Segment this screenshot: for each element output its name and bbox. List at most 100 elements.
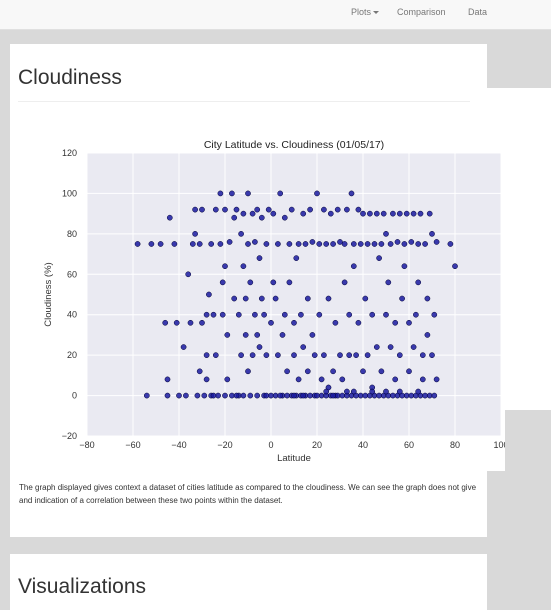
scatter-point xyxy=(362,295,369,302)
scatter-point xyxy=(291,319,297,326)
scatter-point xyxy=(192,231,198,237)
scatter-point xyxy=(406,368,412,375)
scatter-point xyxy=(339,376,346,383)
scatter-point xyxy=(300,344,307,350)
scatter-point xyxy=(242,295,249,302)
scatter-point xyxy=(355,206,362,213)
scatter-point xyxy=(419,352,426,358)
scatter-point xyxy=(231,295,238,302)
scatter-point xyxy=(258,295,265,302)
y-tick-label: 20 xyxy=(67,350,77,360)
section-title-visualizations: Visualizations xyxy=(18,575,147,598)
scatter-point xyxy=(390,210,396,217)
scatter-point xyxy=(295,376,302,383)
scatter-point xyxy=(233,206,240,213)
scatter-point xyxy=(337,352,343,358)
scatter-point xyxy=(245,241,251,247)
x-tick-label: 80 xyxy=(450,440,460,450)
scatter-point xyxy=(242,332,249,338)
scatter-point xyxy=(203,352,210,358)
nav-plots-dropdown[interactable]: Plots xyxy=(351,7,380,17)
scatter-point xyxy=(173,319,180,326)
scatter-point xyxy=(304,368,311,375)
scatter-point xyxy=(219,311,226,318)
scatter-point xyxy=(249,210,256,217)
scatter-point xyxy=(321,352,327,358)
scatter-point xyxy=(189,241,196,247)
scatter-point xyxy=(134,241,141,247)
y-tick-label: 120 xyxy=(62,148,77,158)
scatter-point xyxy=(360,210,366,217)
scatter-point xyxy=(376,255,382,261)
scatter-point xyxy=(367,210,373,217)
nav-data-link[interactable]: Data xyxy=(468,7,488,17)
scatter-point xyxy=(417,210,424,217)
scatter-point xyxy=(288,206,295,213)
scatter-point xyxy=(413,311,419,318)
scatter-point xyxy=(401,241,408,247)
x-tick-label: −40 xyxy=(171,440,186,450)
visualizations-panel: Visualizations xyxy=(10,554,487,610)
scatter-point xyxy=(224,332,231,338)
x-tick-label: 40 xyxy=(358,440,368,450)
scatter-point xyxy=(309,332,316,338)
scatter-point xyxy=(422,241,428,247)
x-tick-label: 20 xyxy=(312,440,322,450)
scatter-point xyxy=(350,241,357,247)
scatter-point xyxy=(426,210,433,217)
scatter-point xyxy=(210,392,217,399)
scatter-point xyxy=(256,255,263,261)
scatter-point xyxy=(261,311,267,318)
scatter-point xyxy=(321,206,327,213)
scatter-point xyxy=(447,241,454,247)
scatter-point xyxy=(235,311,242,318)
scatter-point xyxy=(341,241,348,247)
scatter-point xyxy=(268,319,274,326)
scatter-point xyxy=(419,376,426,383)
x-tick-label: −20 xyxy=(217,440,232,450)
scatter-point xyxy=(277,190,284,197)
scatter-point xyxy=(452,263,458,270)
scatter-point xyxy=(229,190,235,197)
scatter-point xyxy=(231,214,238,221)
scatter-point xyxy=(424,295,431,302)
scatter-point xyxy=(284,368,290,375)
scatter-point xyxy=(396,210,403,217)
scatter-point xyxy=(380,210,387,217)
scatter-point xyxy=(408,239,415,245)
scatter-point xyxy=(346,352,353,358)
scatter-point xyxy=(348,190,355,197)
y-tick-label: 100 xyxy=(62,188,77,198)
scatter-point xyxy=(311,352,318,358)
scatter-point xyxy=(424,332,431,338)
scatter-point xyxy=(316,311,323,318)
x-tick-label: 0 xyxy=(268,440,273,450)
y-tick-label: 40 xyxy=(67,310,77,320)
scatter-point xyxy=(293,255,300,261)
scatter-point xyxy=(357,241,364,247)
scatter-point xyxy=(245,190,251,197)
scatter-point xyxy=(327,210,334,217)
scatter-point xyxy=(252,311,258,318)
nav-comparison-link[interactable]: Comparison xyxy=(397,7,446,17)
scatter-point xyxy=(371,241,378,247)
scatter-point xyxy=(263,241,270,247)
scatter-point xyxy=(275,352,281,358)
scatter-point xyxy=(396,388,403,395)
x-tick-label: −60 xyxy=(125,440,140,450)
scatter-point xyxy=(238,231,244,237)
scatter-point xyxy=(238,352,244,358)
scatter-point xyxy=(199,206,205,213)
scatter-point xyxy=(323,388,330,395)
scatter-point xyxy=(350,263,357,270)
scatter-point xyxy=(245,368,251,375)
scatter-point xyxy=(164,392,171,399)
scatter-point xyxy=(265,206,272,213)
scatter-point xyxy=(219,279,226,286)
x-tick-label: −80 xyxy=(79,440,94,450)
scatter-point xyxy=(277,392,284,399)
scatter-point xyxy=(410,344,417,350)
scatter-point xyxy=(275,241,281,247)
scatter-point xyxy=(217,190,224,197)
scatter-point xyxy=(364,241,371,247)
